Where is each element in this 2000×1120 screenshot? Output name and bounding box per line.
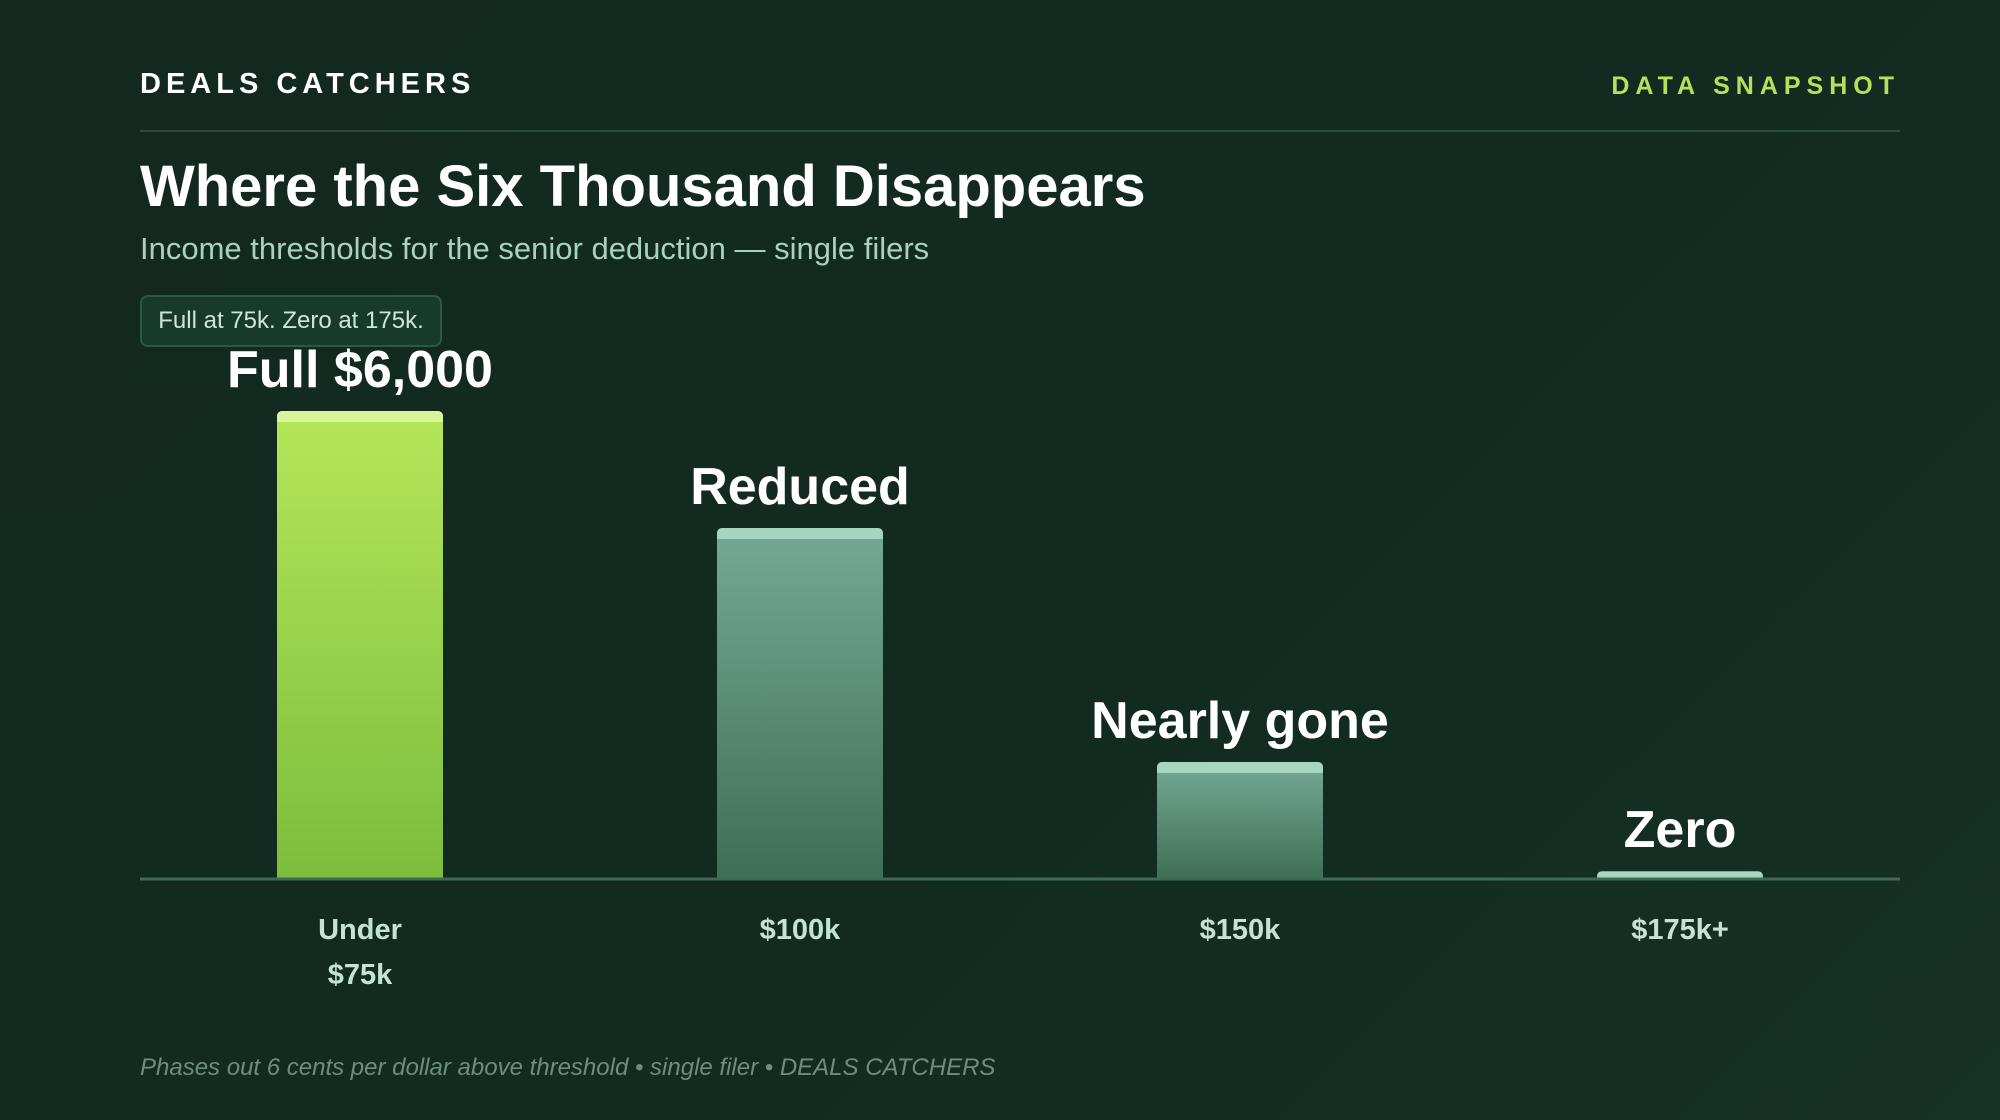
bar-group-3 [1597,871,1763,879]
page-subtitle: Income thresholds for the senior deducti… [140,231,930,266]
bar-value-label: Full $6,000 [227,341,493,399]
header-divider [140,130,1900,132]
bar [717,528,883,879]
x-tick-label: $150k [1200,914,1282,946]
bar-group-0 [277,411,443,879]
bar-value-label: Nearly gone [1091,692,1389,750]
x-tick-label: Under [318,914,402,946]
x-tick-label: $100k [760,914,842,946]
bar-cap [1597,871,1763,879]
brand-name: DEALS CATCHERS [140,68,476,100]
bar-cap [277,411,443,422]
bar [1157,762,1323,879]
x-tick-label: $175k+ [1631,914,1729,946]
bar-cap [1157,762,1323,773]
bar-cap [717,528,883,539]
x-tick-label: $75k [328,959,393,991]
page-title: Where the Six Thousand Disappears [140,154,1146,219]
bar-value-label: Reduced [690,458,910,516]
bar [277,411,443,879]
bar-value-label: Zero [1624,801,1737,859]
footer-note: Phases out 6 cents per dollar above thre… [140,1054,996,1081]
callout-badge: Full at 75k. Zero at 175k. [140,295,442,347]
data-snapshot-tag: DATA SNAPSHOT [1611,72,1900,100]
bar-group-2 [1157,762,1323,879]
bar-group-1 [717,528,883,879]
